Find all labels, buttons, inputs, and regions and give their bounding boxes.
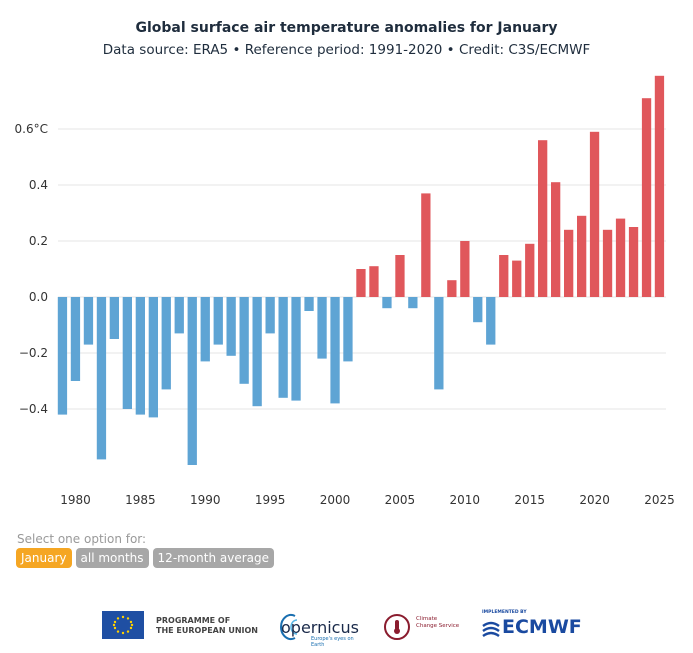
bar-1992[interactable]: [226, 297, 236, 356]
eu-text-line-1: PROGRAMME OF: [156, 616, 231, 625]
x-tick-label: 1990: [190, 493, 221, 507]
bar-1997[interactable]: [291, 297, 301, 401]
bar-1988[interactable]: [174, 297, 184, 334]
option-buttons: January all months 12-month average: [16, 548, 275, 568]
x-tick-label: 1985: [125, 493, 156, 507]
bar-2002[interactable]: [356, 269, 366, 297]
bar-2013[interactable]: [499, 255, 509, 297]
bar-2021[interactable]: [602, 229, 613, 297]
copernicus-c-icon: [280, 614, 298, 640]
bar-1986[interactable]: [148, 297, 158, 418]
x-tick-label: 2025: [644, 493, 675, 507]
c3s-logo: Climate Change Service: [382, 610, 462, 644]
bar-1991[interactable]: [213, 297, 223, 345]
bar-2000[interactable]: [330, 297, 340, 404]
bar-2003[interactable]: [369, 266, 379, 297]
bar-1994[interactable]: [252, 297, 262, 407]
bar-1993[interactable]: [239, 297, 249, 384]
y-tick-label: 0.0: [29, 290, 48, 304]
bar-2020[interactable]: [589, 131, 600, 297]
bar-1987[interactable]: [161, 297, 171, 390]
bar-2023[interactable]: [628, 227, 639, 297]
bar-2012[interactable]: [486, 297, 496, 345]
chart-title: Global surface air temperature anomalies…: [135, 20, 558, 36]
c3s-text-line-1: Climate: [416, 616, 438, 622]
bar-2014[interactable]: [512, 260, 522, 297]
bar-2022[interactable]: [615, 218, 626, 297]
bar-2007[interactable]: [421, 193, 431, 297]
option-january-button[interactable]: January: [16, 548, 72, 568]
eu-programme-text: PROGRAMME OF THE EUROPEAN UNION: [156, 616, 258, 636]
bar-1985[interactable]: [135, 297, 145, 415]
implemented-by-text: IMPLEMENTED BY: [482, 610, 527, 615]
logo-footer: PROGRAMME OF THE EUROPEAN UNION opernicu…: [0, 608, 693, 648]
copernicus-logo: opernicus Europe's eyes on Earth: [275, 608, 365, 648]
x-tick-label: 1995: [255, 493, 286, 507]
select-option-label: Select one option for:: [17, 532, 147, 546]
x-tick-label: 2015: [514, 493, 545, 507]
bar-1980[interactable]: [70, 297, 81, 381]
bar-1998[interactable]: [304, 297, 314, 311]
bar-1982[interactable]: [96, 297, 107, 460]
bar-2006[interactable]: [408, 297, 418, 309]
bar-2004[interactable]: [382, 297, 392, 309]
x-tick-label: 2005: [385, 493, 416, 507]
bar-2019[interactable]: [577, 215, 587, 297]
ecmwf-wordmark: ECMWF: [502, 616, 582, 638]
bar-2018[interactable]: [564, 229, 574, 297]
y-tick-label: 0.2: [29, 234, 48, 248]
y-tick-label: −0.2: [19, 346, 48, 360]
bar-2017[interactable]: [551, 182, 561, 297]
bar-2010[interactable]: [460, 241, 470, 297]
bar-1996[interactable]: [278, 297, 288, 398]
option-12-month-average-button[interactable]: 12-month average: [152, 548, 275, 568]
ecmwf-swirl-icon: [482, 621, 500, 637]
ecmwf-logo: IMPLEMENTED BY ECMWF: [480, 610, 600, 644]
c3s-text-line-2: Change Service: [416, 622, 460, 629]
copernicus-tagline: Europe's eyes on Earth: [311, 636, 354, 648]
x-tick-label: 2020: [579, 493, 610, 507]
x-tick-label: 2010: [450, 493, 481, 507]
bar-1984[interactable]: [122, 297, 132, 409]
copernicus-wordmark: opernicus: [281, 618, 359, 637]
x-tick-label: 2000: [320, 493, 351, 507]
bar-2024[interactable]: [641, 98, 652, 297]
chart-subtitle: Data source: ERA5 • Reference period: 19…: [102, 42, 591, 58]
bar-1983[interactable]: [109, 297, 119, 339]
c3s-text: Climate Change Service: [416, 616, 459, 629]
bar-2015[interactable]: [525, 243, 535, 297]
c3s-thermometer-icon: [384, 614, 410, 640]
eu-stars-icon: [112, 615, 134, 635]
y-tick-label: 0.4: [29, 178, 48, 192]
option-all-months-button[interactable]: all months: [75, 548, 149, 568]
bar-2011[interactable]: [473, 297, 483, 323]
bar-1989[interactable]: [187, 297, 197, 465]
x-axis-labels: 1980 1985 1990 1995 2000 2005 2010 2015 2020 2025: [60, 493, 675, 507]
bar-1999[interactable]: [317, 297, 327, 359]
eu-text-line-2: THE EUROPEAN UNION: [156, 626, 258, 635]
y-tick-label: −0.4: [19, 402, 48, 416]
bar-chart: 0.6°C 0.4 0.2 0.0 −0.2 −0.4 1980 1985 1990 1995 2…: [15, 75, 675, 507]
bar-2016[interactable]: [538, 140, 548, 297]
y-tick-label: 0.6°C: [15, 122, 48, 136]
bar-1990[interactable]: [200, 297, 210, 362]
bar-1981[interactable]: [83, 297, 94, 345]
bar-1979[interactable]: [57, 297, 68, 415]
bar-2025[interactable]: [654, 75, 665, 297]
bars: [57, 75, 665, 465]
bar-1995[interactable]: [265, 297, 275, 334]
x-tick-label: 1980: [60, 493, 91, 507]
bar-2001[interactable]: [343, 297, 353, 362]
bar-2009[interactable]: [447, 280, 457, 297]
eu-flag-logo: [102, 611, 144, 639]
y-axis-labels: 0.6°C 0.4 0.2 0.0 −0.2 −0.4: [15, 122, 48, 416]
bar-2005[interactable]: [395, 255, 405, 297]
bar-2008[interactable]: [434, 297, 444, 390]
